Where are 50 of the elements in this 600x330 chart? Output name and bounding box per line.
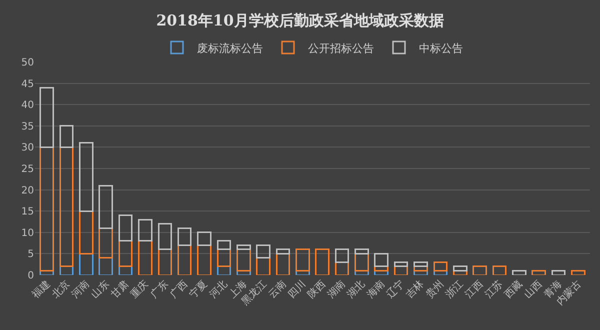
bar [354,248,369,254]
bar [276,248,290,254]
bar [296,248,310,272]
bar [256,244,270,259]
y-tick-label: 25 [21,164,34,175]
bar [59,125,74,148]
y-tick-label: 15 [21,206,34,218]
bar [334,248,350,263]
bar [98,184,113,229]
chart-title: 2018年10月学校后勤政采省地域政采数据 [156,11,444,30]
bar [40,86,54,148]
y-tick-label: 10 [21,228,34,239]
y-tick-label: 40 [21,100,34,112]
x-tick-label: 陕西 [305,278,328,301]
bar [59,146,74,268]
y-tick-label: 5 [28,249,34,260]
bar [138,240,152,275]
bar [512,270,526,275]
y-tick-label: 20 [21,185,34,196]
bar [472,266,487,275]
y-tick-label: 35 [21,121,34,132]
bar [79,142,94,212]
bar [216,240,232,250]
legend-label: 公开招标公告 [308,42,374,55]
bar [197,232,212,246]
bar [492,266,507,275]
bar [138,218,152,242]
bar [158,248,172,275]
bar [394,261,408,268]
y-tick-label: 30 [21,142,34,154]
y-tick-label: 45 [21,78,34,90]
bar [374,252,389,268]
y-tick-label: 50 [21,58,34,68]
bar [433,261,448,272]
bar [79,210,94,254]
legend-label: 中标公告 [419,42,463,55]
bar [315,248,330,275]
bar [414,261,428,268]
bar [571,270,586,275]
bar [551,270,566,275]
legend-label: 废标流标公告 [197,42,263,55]
bar [236,244,251,250]
bar [452,266,468,272]
bar [40,146,54,272]
bar [532,270,546,275]
bar [118,214,133,242]
x-tick-label: 云南 [266,278,289,301]
bar [177,227,192,246]
bar [158,223,172,250]
bar [177,244,192,275]
